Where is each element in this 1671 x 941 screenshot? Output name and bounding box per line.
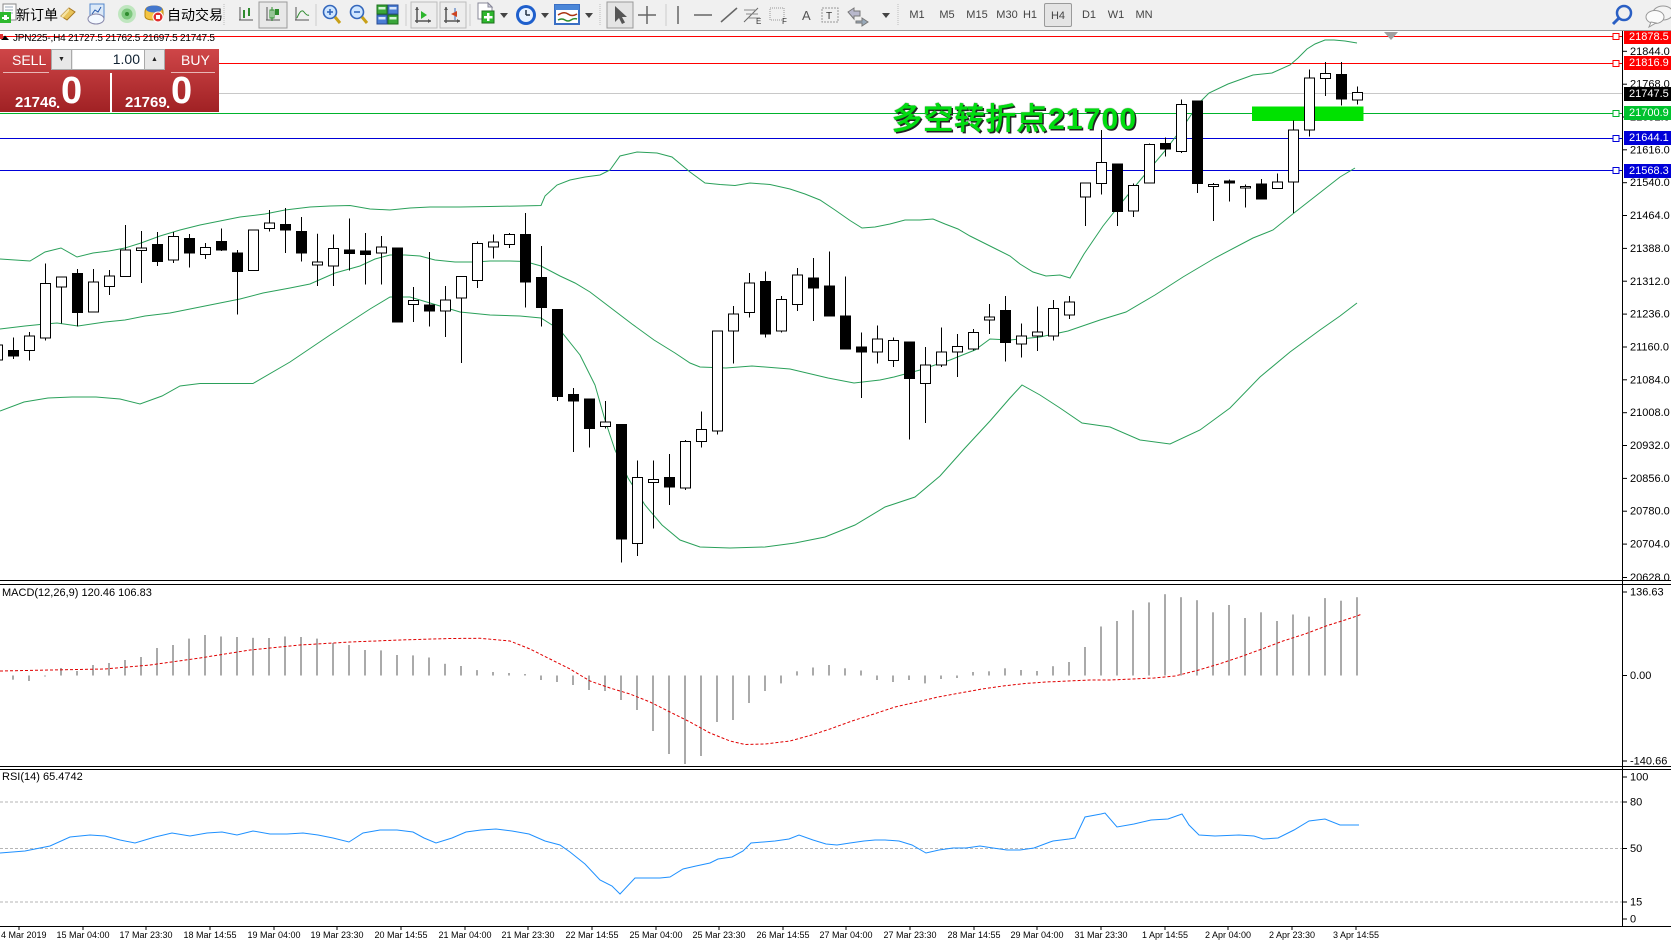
svg-text:26 Mar 14:55: 26 Mar 14:55 [756,930,809,940]
svg-text:22 Mar 14:55: 22 Mar 14:55 [565,930,618,940]
svg-text:20 Mar 14:55: 20 Mar 14:55 [374,930,427,940]
svg-text:31 Mar 23:30: 31 Mar 23:30 [1074,930,1127,940]
svg-text:25 Mar 23:30: 25 Mar 23:30 [692,930,745,940]
svg-text:21312.0: 21312.0 [1630,276,1670,288]
svg-text:19 Mar 04:00: 19 Mar 04:00 [247,930,300,940]
svg-text:21540.0: 21540.0 [1630,177,1670,189]
svg-text:21464.0: 21464.0 [1630,210,1670,222]
svg-text:新订单: 新订单 [16,7,58,23]
svg-text:17 Mar 23:30: 17 Mar 23:30 [119,930,172,940]
svg-text:18 Mar 14:55: 18 Mar 14:55 [183,930,236,940]
svg-text:20932.0: 20932.0 [1630,440,1670,452]
svg-text:20628.0: 20628.0 [1630,572,1670,584]
svg-text:1 Apr 14:55: 1 Apr 14:55 [1142,930,1188,940]
svg-text:20856.0: 20856.0 [1630,473,1670,485]
svg-text:21844.0: 21844.0 [1630,46,1670,58]
svg-text:MACD(12,26,9) 120.46 106.83: MACD(12,26,9) 120.46 106.83 [2,587,152,599]
svg-text:21008.0: 21008.0 [1630,407,1670,419]
svg-text:21616.0: 21616.0 [1630,144,1670,156]
svg-text:E: E [756,17,761,26]
svg-text:2 Apr 04:00: 2 Apr 04:00 [1205,930,1251,940]
svg-text:15: 15 [1630,897,1642,909]
svg-text:T: T [826,11,832,22]
svg-text:21 Mar 23:30: 21 Mar 23:30 [501,930,554,940]
svg-text:21388.0: 21388.0 [1630,243,1670,255]
svg-text:自动交易: 自动交易 [167,7,223,23]
svg-text:27 Mar 23:30: 27 Mar 23:30 [883,930,936,940]
svg-text:136.63: 136.63 [1630,587,1664,599]
svg-text:80: 80 [1630,797,1642,809]
svg-text:4 Mar 2019: 4 Mar 2019 [1,930,47,940]
svg-text:100: 100 [1630,772,1648,784]
svg-text:20780.0: 20780.0 [1630,506,1670,518]
svg-text:A: A [802,8,811,23]
svg-text:0.00: 0.00 [1630,670,1651,682]
svg-text:20704.0: 20704.0 [1630,539,1670,551]
svg-text:19 Mar 23:30: 19 Mar 23:30 [310,930,363,940]
svg-text:21084.0: 21084.0 [1630,374,1670,386]
svg-text:F: F [782,17,787,26]
svg-text:3 Apr 14:55: 3 Apr 14:55 [1333,930,1379,940]
svg-text:JPN225-,H4 21727.5 21762.5 21: JPN225-,H4 21727.5 21762.5 21697.5 21747… [13,33,215,44]
svg-text:25 Mar 04:00: 25 Mar 04:00 [629,930,682,940]
svg-text:29 Mar 04:00: 29 Mar 04:00 [1010,930,1063,940]
svg-text:21 Mar 04:00: 21 Mar 04:00 [438,930,491,940]
svg-text:-140.66: -140.66 [1630,756,1667,768]
svg-text:50: 50 [1630,843,1642,855]
svg-text:2 Apr 23:30: 2 Apr 23:30 [1269,930,1315,940]
svg-text:27 Mar 04:00: 27 Mar 04:00 [819,930,872,940]
svg-text:21236.0: 21236.0 [1630,309,1670,321]
svg-text:15 Mar 04:00: 15 Mar 04:00 [56,930,109,940]
svg-text:RSI(14) 65.4742: RSI(14) 65.4742 [2,771,83,783]
svg-text:28 Mar 14:55: 28 Mar 14:55 [947,930,1000,940]
svg-text:21160.0: 21160.0 [1630,342,1669,354]
svg-text:0: 0 [1630,914,1636,926]
